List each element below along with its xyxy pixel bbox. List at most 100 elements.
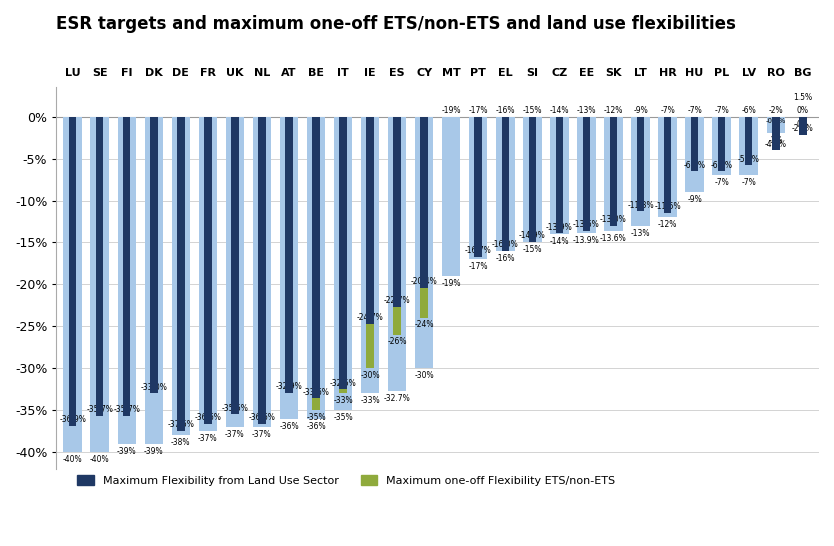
- Text: -36%: -36%: [306, 422, 326, 431]
- Text: -32.5%: -32.5%: [329, 378, 356, 388]
- Bar: [740, 117, 758, 175]
- Bar: [496, 117, 515, 251]
- Text: -39%: -39%: [144, 447, 163, 456]
- Text: -35%: -35%: [306, 413, 326, 422]
- Text: -14%: -14%: [550, 237, 569, 246]
- Bar: [198, 117, 217, 431]
- Text: -7%: -7%: [714, 106, 729, 115]
- Bar: [550, 117, 569, 234]
- Text: -37%: -37%: [252, 430, 272, 439]
- Text: -13%: -13%: [576, 106, 596, 115]
- Bar: [312, 399, 319, 410]
- Bar: [691, 117, 698, 171]
- Text: 0%: 0%: [796, 120, 809, 129]
- Text: -26%: -26%: [387, 337, 407, 346]
- Bar: [96, 117, 103, 416]
- Text: -7%: -7%: [714, 179, 729, 187]
- Text: -19%: -19%: [441, 106, 461, 115]
- Bar: [394, 117, 401, 307]
- Text: -40%: -40%: [63, 455, 83, 464]
- Text: -30%: -30%: [360, 371, 380, 380]
- Text: -13.6%: -13.6%: [600, 234, 627, 242]
- Bar: [285, 117, 293, 393]
- Bar: [334, 117, 352, 410]
- Text: -6%: -6%: [741, 106, 756, 115]
- Bar: [394, 307, 401, 335]
- Text: -24.7%: -24.7%: [357, 313, 384, 322]
- Text: -19%: -19%: [441, 279, 461, 288]
- Text: -13%: -13%: [631, 229, 651, 238]
- Text: -17%: -17%: [469, 262, 488, 271]
- Bar: [469, 117, 487, 259]
- Bar: [605, 117, 623, 231]
- Text: -32.7%: -32.7%: [384, 394, 410, 403]
- Text: -13.9%: -13.9%: [573, 236, 600, 245]
- Bar: [253, 117, 271, 427]
- Bar: [718, 117, 726, 171]
- Bar: [361, 117, 379, 394]
- Text: -2.2%: -2.2%: [792, 124, 814, 133]
- Text: -35.7%: -35.7%: [113, 405, 140, 414]
- Bar: [686, 117, 704, 192]
- Text: -13.0%: -13.0%: [600, 215, 627, 224]
- Text: -30%: -30%: [414, 371, 434, 380]
- Bar: [636, 117, 645, 211]
- Bar: [799, 117, 806, 135]
- Text: -16.0%: -16.0%: [492, 240, 519, 249]
- Bar: [231, 117, 239, 414]
- Text: -35.5%: -35.5%: [222, 403, 249, 413]
- Text: -13.6%: -13.6%: [573, 220, 600, 229]
- Text: -37%: -37%: [198, 434, 218, 443]
- Text: -2%: -2%: [768, 136, 783, 145]
- Text: -36.6%: -36.6%: [249, 413, 275, 422]
- Bar: [577, 117, 595, 233]
- Bar: [312, 117, 319, 399]
- Bar: [420, 288, 428, 318]
- Bar: [501, 117, 509, 251]
- Text: -33.6%: -33.6%: [303, 388, 329, 397]
- Bar: [226, 117, 244, 427]
- Bar: [118, 117, 136, 444]
- Text: -12%: -12%: [658, 220, 677, 229]
- Bar: [658, 117, 676, 217]
- Bar: [799, 117, 806, 135]
- Text: -17%: -17%: [469, 106, 488, 115]
- Bar: [631, 117, 650, 225]
- Bar: [529, 117, 536, 242]
- Bar: [339, 389, 347, 394]
- Bar: [475, 117, 482, 257]
- Text: -22.7%: -22.7%: [384, 296, 410, 305]
- Bar: [442, 117, 460, 276]
- Text: -36.9%: -36.9%: [59, 416, 86, 424]
- Text: -7%: -7%: [661, 106, 675, 115]
- Text: -5.8%: -5.8%: [738, 155, 760, 164]
- Text: -9%: -9%: [633, 106, 648, 115]
- Text: -20.4%: -20.4%: [411, 277, 438, 286]
- Bar: [144, 117, 163, 444]
- Text: ESR targets and maximum one-off ETS/non-ETS and land use flexibilities: ESR targets and maximum one-off ETS/non-…: [57, 15, 736, 33]
- Text: -14%: -14%: [550, 106, 569, 115]
- Bar: [150, 117, 158, 394]
- Bar: [63, 117, 82, 452]
- Text: -6.5%: -6.5%: [711, 161, 732, 169]
- Text: -12%: -12%: [604, 106, 623, 115]
- Bar: [307, 117, 325, 419]
- Text: -2%: -2%: [768, 106, 783, 115]
- Bar: [366, 117, 374, 324]
- Text: -6.5%: -6.5%: [684, 161, 706, 169]
- Text: 1.5%: 1.5%: [793, 93, 812, 103]
- Bar: [388, 117, 406, 391]
- Text: -40%: -40%: [90, 455, 109, 464]
- Bar: [366, 324, 374, 368]
- Bar: [339, 117, 347, 389]
- Bar: [745, 117, 752, 165]
- Text: -37.5%: -37.5%: [168, 420, 194, 430]
- Bar: [279, 117, 299, 419]
- Bar: [610, 117, 617, 225]
- Text: -35.7%: -35.7%: [86, 405, 113, 414]
- Bar: [259, 117, 266, 424]
- Text: -11.5%: -11.5%: [654, 203, 681, 211]
- Text: -33%: -33%: [334, 396, 353, 405]
- Text: -14.9%: -14.9%: [519, 231, 545, 240]
- Bar: [90, 117, 109, 452]
